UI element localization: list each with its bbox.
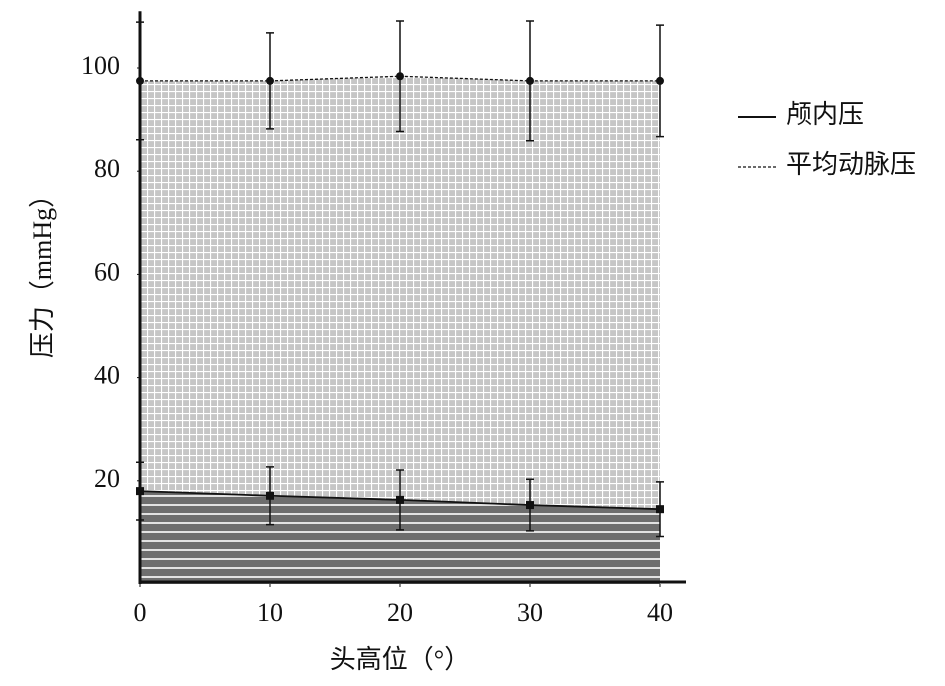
- x-tick-label: 20: [387, 598, 413, 627]
- y-tick-label: 40: [94, 361, 120, 390]
- marker: [526, 76, 534, 85]
- y-axis-label: 压力（mmHg）: [28, 182, 57, 358]
- marker: [396, 495, 404, 504]
- marker: [396, 72, 404, 81]
- x-tick-label: 0: [134, 598, 147, 627]
- marker: [136, 76, 144, 85]
- marker: [266, 76, 274, 85]
- x-tick-label: 30: [517, 598, 543, 627]
- legend-label: 平均动脉压: [786, 150, 916, 179]
- x-tick-label: 10: [257, 598, 283, 627]
- y-tick-label: 20: [94, 464, 120, 493]
- marker: [266, 491, 274, 500]
- marker: [136, 487, 144, 496]
- marker: [526, 501, 534, 510]
- marker: [656, 505, 664, 514]
- x-tick-label: 40: [647, 598, 673, 627]
- x-axis-label: 头高位（°）: [330, 645, 470, 674]
- y-tick-label: 80: [94, 154, 120, 183]
- marker: [656, 76, 664, 85]
- y-tick-label: 100: [81, 51, 120, 80]
- y-tick-label: 60: [94, 257, 120, 286]
- area: [140, 76, 660, 585]
- legend-label: 颅内压: [786, 100, 864, 129]
